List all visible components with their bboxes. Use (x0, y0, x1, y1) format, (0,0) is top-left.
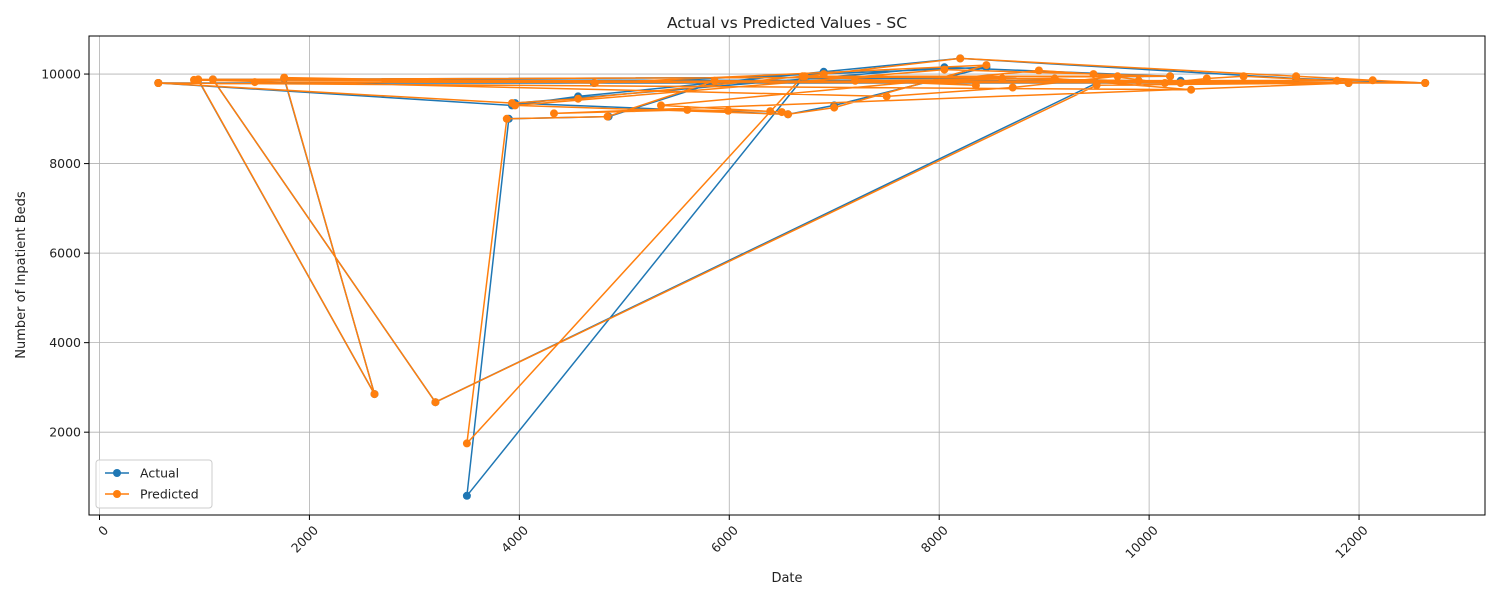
data-point-predicted (1187, 85, 1196, 94)
x-tick-label: 8000 (918, 522, 951, 555)
legend-box (95, 459, 213, 509)
data-point-predicted (550, 109, 558, 118)
legend-marker (113, 469, 121, 477)
data-point-predicted (154, 79, 163, 87)
data-point-predicted (940, 65, 949, 74)
data-point-predicted (462, 439, 471, 448)
x-tick-label: 0 (95, 522, 111, 538)
legend-item-predicted: Predicted (105, 487, 199, 502)
data-point-predicted (370, 390, 379, 399)
data-point-predicted (511, 101, 520, 110)
data-point-predicted (1176, 79, 1185, 87)
data-point-predicted (1333, 76, 1341, 85)
legend: Actual Predicted (95, 459, 213, 509)
data-point-predicted (851, 76, 860, 85)
series-line-predicted (158, 57, 1426, 445)
data-point-predicted (1034, 66, 1043, 75)
y-tick-label: 4000 (49, 335, 81, 350)
data-point-predicted (982, 61, 991, 70)
data-point-predicted (998, 74, 1007, 83)
data-point-predicted (590, 79, 599, 87)
data-point-predicted (1089, 70, 1098, 79)
data-point-predicted (1166, 72, 1175, 81)
data-point-predicted (683, 105, 692, 114)
data-point-predicted (784, 110, 792, 119)
series-predicted (154, 54, 1430, 448)
legend-item-actual: Actual (105, 466, 179, 481)
data-point-predicted (1368, 76, 1377, 85)
data-point-predicted (1092, 81, 1101, 90)
legend-marker (113, 490, 121, 498)
data-point-predicted (819, 70, 828, 79)
data-point-predicted (250, 78, 259, 87)
data-point-predicted (1113, 72, 1122, 81)
data-point-predicted (574, 94, 583, 103)
y-tick-label: 8000 (49, 156, 81, 171)
data-point-predicted (1008, 83, 1017, 92)
data-point-predicted (190, 75, 198, 84)
legend-label: Predicted (140, 487, 199, 502)
x-tick-label: 10000 (1122, 522, 1161, 561)
x-tick-label: 6000 (708, 522, 741, 555)
data-point-predicted (1292, 72, 1301, 81)
data-point-predicted (830, 103, 839, 112)
data-point-predicted (1160, 79, 1169, 87)
data-point-predicted (882, 92, 891, 101)
plot-frame (88, 35, 1486, 516)
x-tick-label: 4000 (498, 522, 531, 555)
data-point-predicted (1421, 79, 1430, 87)
data-point-predicted (208, 75, 217, 84)
y-tick-label: 6000 (49, 246, 81, 261)
x-axis-title: Date (771, 571, 802, 586)
series-layer (154, 54, 1430, 500)
data-point-predicted (710, 76, 719, 85)
data-point-predicted (1134, 76, 1143, 85)
data-point-predicted (1239, 72, 1248, 81)
data-point-predicted (956, 54, 965, 63)
data-point-predicted (502, 114, 511, 123)
data-point-predicted (1050, 74, 1059, 83)
data-point-predicted (603, 112, 612, 121)
tick-layer: 0 2000 4000 6000 8000 10000 12000 2000 4000 6000 8… (41, 67, 1371, 562)
y-axis-title: Number of Inpatient Beds (14, 191, 29, 359)
data-point-predicted (280, 73, 289, 82)
data-point-predicted (766, 107, 775, 116)
x-tick-label: 2000 (288, 522, 321, 555)
data-point-predicted (657, 101, 665, 110)
data-point-predicted (1344, 79, 1353, 87)
data-point-predicted (800, 72, 809, 81)
data-point-predicted (777, 108, 786, 117)
data-point-predicted (724, 106, 733, 115)
data-point-actual (462, 491, 471, 500)
chart-title: Actual vs Predicted Values - SC (667, 14, 907, 32)
data-point-predicted (431, 398, 440, 407)
x-tick-label: 12000 (1332, 522, 1371, 561)
data-point-predicted (971, 81, 980, 90)
series-actual (154, 54, 1430, 500)
grid (89, 36, 1485, 515)
legend-label: Actual (140, 466, 179, 481)
y-tick-label: 2000 (49, 425, 81, 440)
data-point-predicted (1202, 74, 1211, 83)
y-tick-label: 10000 (41, 67, 81, 82)
